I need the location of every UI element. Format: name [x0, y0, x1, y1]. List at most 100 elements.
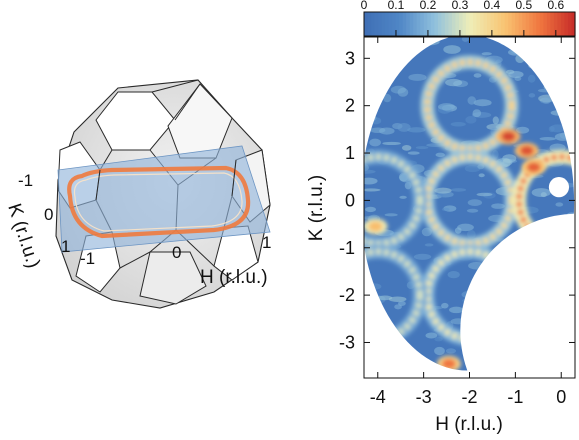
noise-speckle	[473, 99, 492, 107]
noise-speckle	[419, 40, 429, 46]
y-tick-label: 1	[345, 143, 355, 163]
noise-speckle	[434, 336, 443, 342]
colorbar-segment	[508, 12, 513, 36]
colorbar-segment	[462, 12, 467, 36]
noise-speckle	[388, 296, 407, 302]
noise-speckle	[539, 341, 554, 348]
noise-speckle	[481, 52, 492, 56]
noise-speckle	[447, 271, 460, 279]
noise-speckle	[365, 295, 379, 303]
colorbar-tick-label: 0.4	[484, 0, 501, 12]
noise-speckle	[413, 253, 432, 260]
noise-speckle	[467, 199, 483, 207]
noise-speckle	[399, 195, 407, 199]
colorbar-segment	[388, 12, 393, 36]
noise-speckle	[520, 265, 532, 274]
noise-speckle	[401, 357, 414, 361]
colorbar-segment	[413, 12, 418, 36]
noise-speckle	[421, 227, 432, 237]
polyhedron-front-edges	[95, 159, 237, 201]
k-tick-one: 1	[61, 237, 70, 256]
k-tick-zero: 0	[44, 205, 53, 224]
y-tick-label: 2	[345, 96, 355, 116]
colorbar-segment	[420, 12, 425, 36]
noise-speckle	[434, 346, 445, 356]
noise-speckle	[476, 284, 487, 290]
noise-speckle	[527, 37, 542, 45]
colorbar-segment	[532, 12, 537, 36]
hotspot	[519, 145, 534, 156]
noise-speckle	[468, 261, 485, 270]
colorbar-segment	[567, 12, 573, 36]
noise-speckle	[462, 299, 469, 303]
noise-speckle	[554, 132, 572, 141]
colorbar-segment	[434, 12, 439, 36]
noise-speckle	[517, 345, 528, 351]
colorbar-segment	[557, 12, 562, 36]
fermi-ring	[424, 59, 515, 153]
fermi-ring	[516, 153, 575, 247]
noise-speckle	[443, 45, 461, 54]
colorbar-segment	[518, 12, 523, 36]
colorbar-tick-label: 0.2	[420, 0, 437, 12]
noise-speckle	[528, 93, 536, 98]
noise-speckle	[401, 144, 412, 151]
colorbar-segment	[504, 12, 509, 36]
noise-speckle	[461, 290, 478, 299]
noise-speckle	[408, 73, 427, 81]
noise-speckle	[507, 49, 522, 56]
noise-speckle	[515, 54, 525, 64]
noise-speckle	[445, 348, 457, 354]
fermi-surface-contour-inner	[73, 172, 243, 232]
colorbar-segment	[487, 12, 492, 36]
colorbar-segment	[564, 12, 569, 36]
noise-speckle	[397, 87, 409, 97]
noise-speckle	[527, 74, 536, 83]
noise-speckle	[450, 318, 466, 325]
colorbar-segment	[448, 12, 453, 36]
noise-speckle	[364, 188, 381, 192]
colorbar-segment	[378, 12, 383, 36]
noise-speckle	[544, 298, 562, 306]
measured-region	[364, 37, 575, 378]
noise-speckle	[516, 126, 530, 134]
noise-speckle	[364, 61, 370, 67]
noise-speckle	[415, 146, 429, 150]
noise-speckle	[486, 299, 501, 304]
colorbar-segment	[522, 12, 527, 36]
noise-speckle	[536, 68, 553, 75]
noise-speckle	[559, 71, 575, 81]
colorbar-segment	[399, 12, 404, 36]
noise-speckle	[492, 116, 499, 125]
noise-speckle	[554, 374, 563, 378]
noise-speckle	[555, 202, 564, 207]
colorbar-segment	[381, 12, 386, 36]
colorbar-segment	[430, 12, 435, 36]
colorbar-segment	[571, 12, 576, 36]
noise-speckle	[450, 188, 467, 192]
noise-speckle	[445, 78, 463, 87]
noise-speckle	[488, 372, 499, 378]
noise-speckle	[522, 50, 530, 55]
hotspot-layer	[364, 128, 546, 372]
noise-speckle	[441, 302, 449, 309]
noise-speckle	[504, 39, 522, 48]
y-tick-label: 0	[345, 190, 355, 210]
x-axis-label: H (r.l.u.)	[435, 414, 503, 435]
noise-speckle	[395, 347, 405, 355]
noise-speckle	[496, 346, 511, 355]
colorbar-segment	[525, 12, 530, 36]
y-axis-label: K (r.l.u.)	[306, 175, 327, 242]
noise-speckle	[538, 88, 553, 93]
noise-speckle	[379, 127, 395, 135]
colorbar-segment	[553, 12, 559, 36]
noise-speckle	[546, 336, 560, 340]
noise-speckle	[528, 62, 547, 70]
noise-speckle	[552, 79, 573, 84]
noise-speckle	[397, 300, 406, 306]
colorbar-segment	[465, 12, 471, 36]
colorbar-segment	[490, 12, 495, 36]
noise-speckle	[407, 151, 420, 155]
colorbar-segment	[480, 12, 485, 36]
colorbar-segment	[476, 12, 481, 36]
